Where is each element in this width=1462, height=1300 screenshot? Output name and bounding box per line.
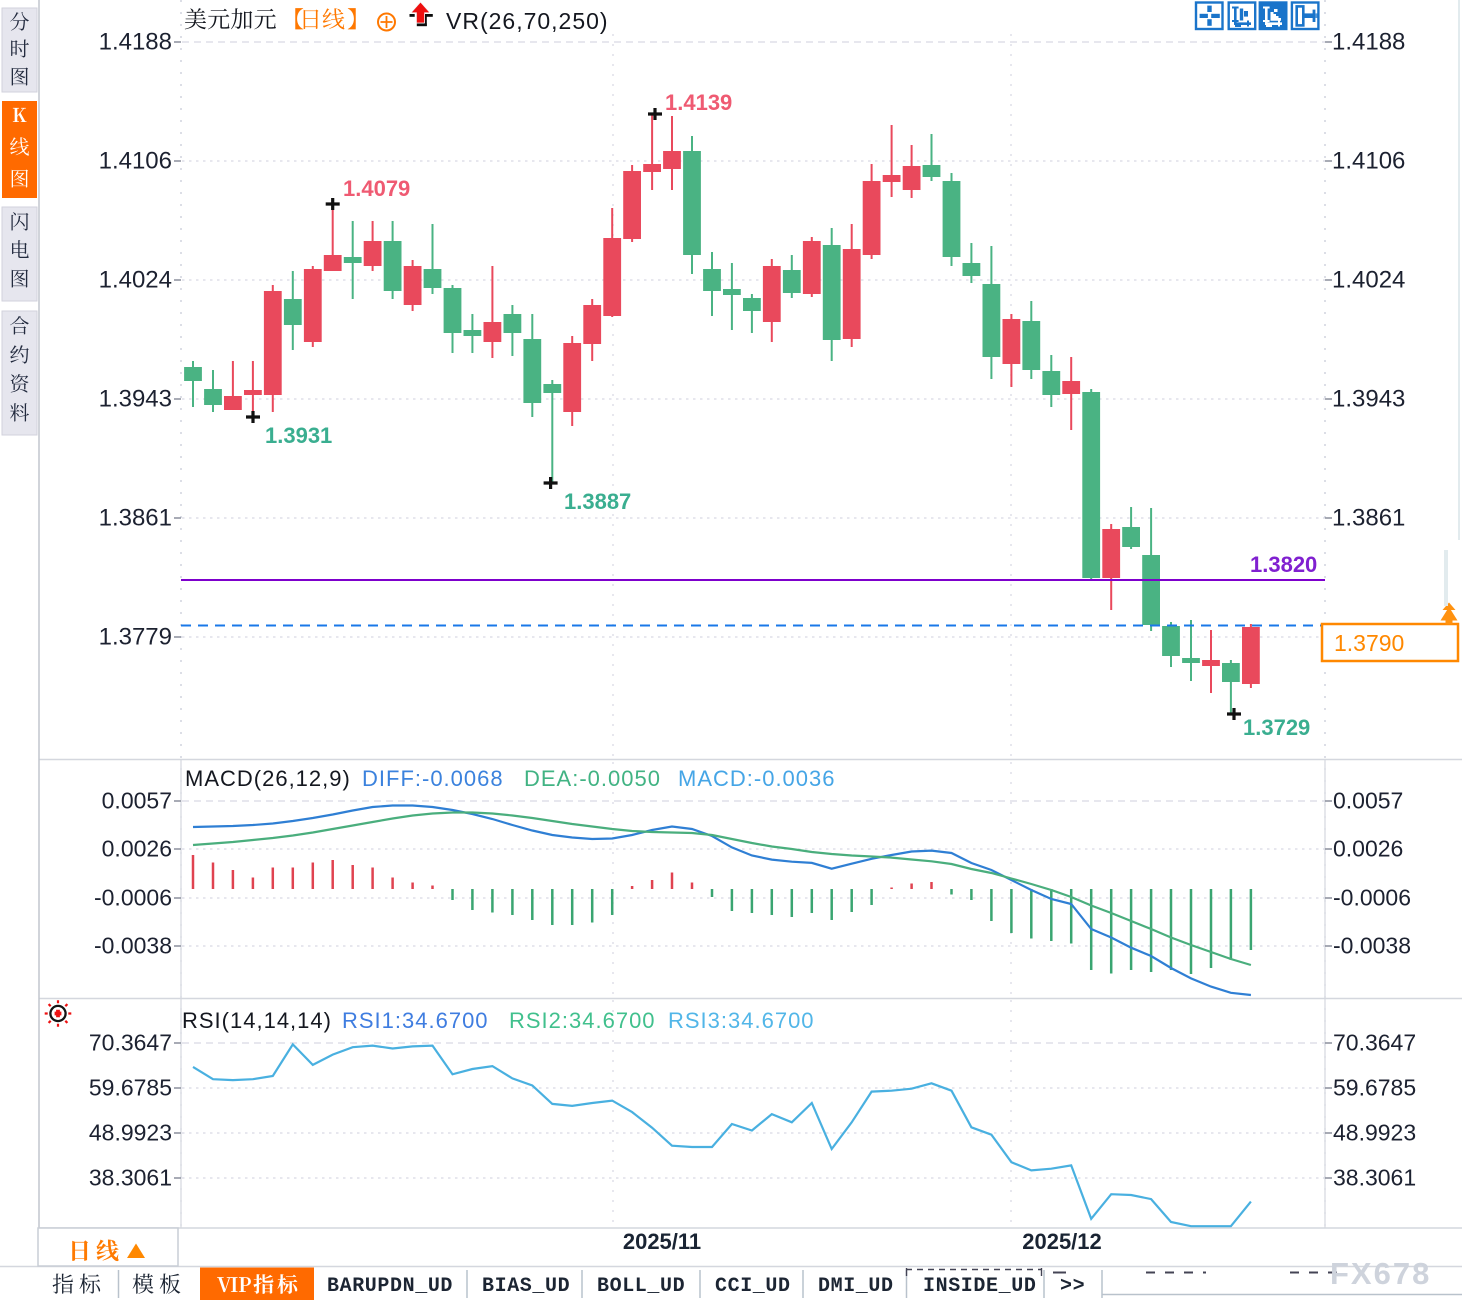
svg-text:1.3861: 1.3861 (1332, 505, 1405, 532)
svg-text:1.3779: 1.3779 (99, 624, 172, 651)
svg-text:1.3943: 1.3943 (99, 386, 172, 413)
svg-text:0.0057: 0.0057 (102, 788, 172, 814)
svg-text:1.3887: 1.3887 (564, 489, 631, 514)
svg-text:2025/11: 2025/11 (623, 1229, 701, 1254)
svg-text:BARUPDN_UD: BARUPDN_UD (327, 1275, 453, 1298)
svg-text:1.3931: 1.3931 (265, 423, 332, 448)
svg-text:>>: >> (1060, 1275, 1085, 1298)
svg-text:DIFF:-0.0068: DIFF:-0.0068 (362, 766, 504, 791)
svg-text:0.0026: 0.0026 (102, 836, 172, 862)
svg-text:1.4139: 1.4139 (665, 90, 732, 115)
svg-text:0.0057: 0.0057 (1333, 788, 1403, 814)
svg-text:70.3647: 70.3647 (89, 1030, 172, 1056)
svg-text:RSI1:34.6700: RSI1:34.6700 (342, 1008, 489, 1033)
svg-text:1.3820: 1.3820 (1250, 552, 1317, 577)
svg-text:MACD:-0.0036: MACD:-0.0036 (678, 766, 836, 791)
svg-text:1.4188: 1.4188 (99, 29, 172, 56)
svg-text:FX678: FX678 (1330, 1256, 1431, 1291)
svg-text:RSI2:34.6700: RSI2:34.6700 (509, 1008, 656, 1033)
svg-text:2025/12: 2025/12 (1022, 1229, 1102, 1254)
svg-text:-0.0038: -0.0038 (94, 933, 172, 959)
svg-text:38.3061: 38.3061 (1333, 1165, 1416, 1191)
svg-text:1.4079: 1.4079 (343, 176, 410, 201)
svg-text:1.4024: 1.4024 (99, 267, 172, 294)
svg-text:MACD(26,12,9): MACD(26,12,9) (185, 766, 351, 791)
svg-text:-0.0006: -0.0006 (1333, 885, 1411, 911)
svg-text:1.3729: 1.3729 (1243, 715, 1310, 740)
svg-text:BIAS_UD: BIAS_UD (482, 1275, 570, 1298)
svg-text:DMI_UD: DMI_UD (818, 1275, 894, 1298)
svg-text:-0.0006: -0.0006 (94, 885, 172, 911)
svg-text:48.9923: 48.9923 (1333, 1120, 1416, 1146)
svg-text:-0.0038: -0.0038 (1333, 933, 1411, 959)
svg-text:DEA:-0.0050: DEA:-0.0050 (524, 766, 661, 791)
svg-text:0.0026: 0.0026 (1333, 836, 1403, 862)
svg-text:48.9923: 48.9923 (89, 1120, 172, 1146)
svg-text:CCI_UD: CCI_UD (715, 1275, 791, 1298)
svg-text:1.3790: 1.3790 (1334, 630, 1404, 656)
svg-text:RSI3:34.6700: RSI3:34.6700 (668, 1008, 815, 1033)
svg-text:1.4024: 1.4024 (1332, 267, 1405, 294)
svg-text:1.3943: 1.3943 (1332, 386, 1405, 413)
svg-text:1.4106: 1.4106 (1332, 148, 1405, 175)
svg-text:VR(26,70,250): VR(26,70,250) (446, 8, 609, 34)
svg-text:BOLL_UD: BOLL_UD (597, 1275, 685, 1298)
svg-text:INSIDE_UD: INSIDE_UD (923, 1275, 1036, 1298)
svg-text:RSI(14,14,14): RSI(14,14,14) (182, 1008, 332, 1033)
svg-text:1.3861: 1.3861 (99, 505, 172, 532)
svg-text:59.6785: 59.6785 (89, 1075, 172, 1101)
svg-text:38.3061: 38.3061 (89, 1165, 172, 1191)
svg-text:59.6785: 59.6785 (1333, 1075, 1416, 1101)
svg-text:1.4188: 1.4188 (1332, 29, 1405, 56)
svg-text:1.4106: 1.4106 (99, 148, 172, 175)
svg-text:70.3647: 70.3647 (1333, 1030, 1416, 1056)
